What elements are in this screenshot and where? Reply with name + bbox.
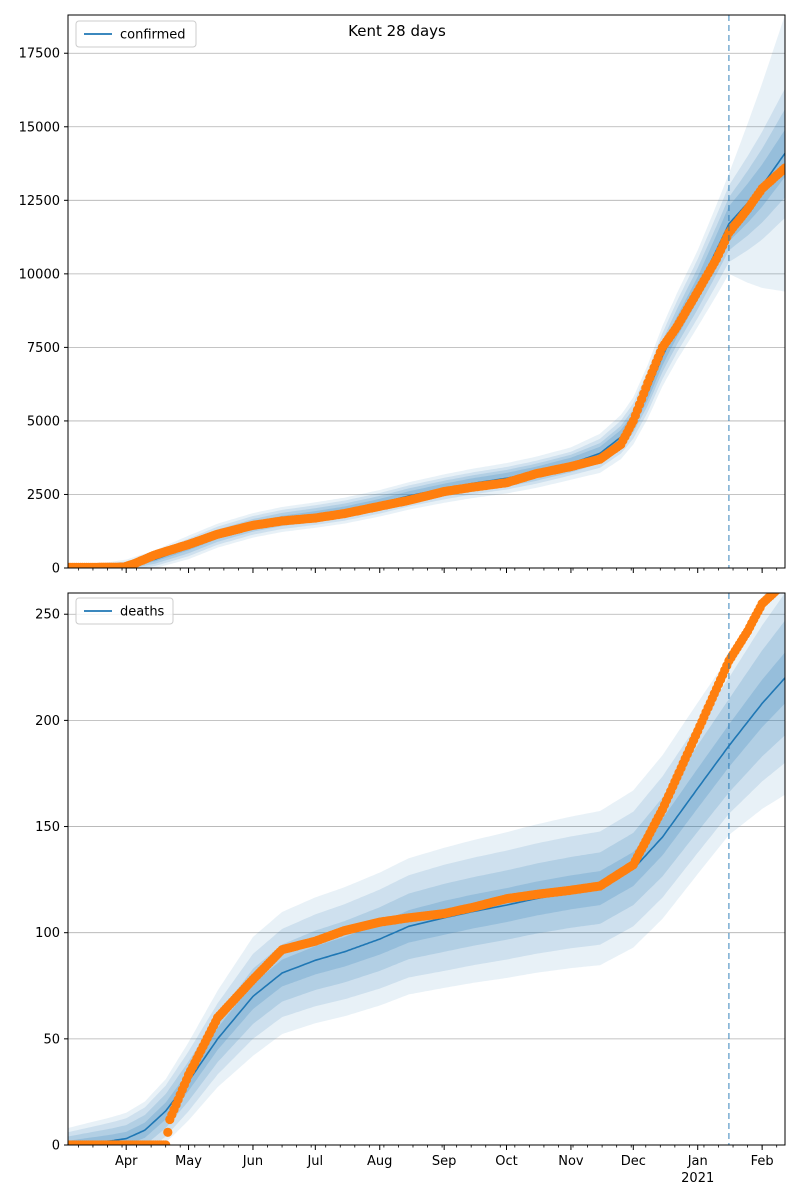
observed-point [774,584,783,593]
observed-point [776,582,785,591]
legend-label: confirmed [120,28,186,43]
band-middle [68,620,785,1145]
chart-title: Kent 28 days [348,22,446,40]
x-tick-label: Sep [432,1154,457,1169]
confirmed-observed-points [68,163,785,568]
observed-point [780,578,789,587]
confirmed-panel: 0 2500 5000 7500 10000 12500 15000 17500 confir… [19,14,786,577]
y-tick-label: 0 [52,1139,60,1154]
axes-frame [67,592,786,1146]
y-tick-label: 150 [35,820,60,835]
y-tick-label: 250 [35,608,60,623]
axes-frame [67,14,786,569]
y-tick-label: 50 [43,1032,60,1047]
deaths-panel: 0 50 100 150 200 250 Apr May Jun Jul Aug Sep Oct Nov D… [35,578,789,1186]
legend-box [75,20,197,48]
confirmed-uncertainty-bands [68,15,785,568]
x-tick-label: May [175,1154,202,1169]
observed-point [778,580,787,589]
x-tick-label: Nov [558,1154,584,1169]
deaths-legend: deaths [75,597,174,625]
y-tick-label: 17500 [19,47,60,62]
legend-box [75,597,174,625]
band-outermost [68,593,785,1145]
y-tick-label: 15000 [19,120,60,135]
y-tick-label: 5000 [27,414,60,429]
confirmed-axes: 0 2500 5000 7500 10000 12500 15000 17500 [19,14,786,577]
deaths-axes: 0 50 100 150 200 250 Apr May Jun Jul Aug Sep Oct Nov D… [35,592,786,1186]
band-outer [68,593,785,1145]
x-tick-label: Aug [367,1154,392,1169]
observed-point [770,593,780,597]
x-tick-label: 2021 [681,1171,714,1186]
x-tick-label: Dec [621,1154,646,1169]
observed-point [163,1127,173,1137]
x-tick-label: Apr [115,1154,138,1169]
x-tick-label: Feb [751,1154,774,1169]
y-tick-label: 0 [52,562,60,577]
deaths-uncertainty-bands [68,593,785,1145]
band-outermost [68,15,785,568]
y-tick-label: 200 [35,714,60,729]
observed-point [780,163,785,173]
observed-point [161,1140,171,1145]
y-tick-label: 7500 [27,341,60,356]
x-tick-label: Oct [495,1154,517,1169]
x-tick-label: Jul [306,1154,323,1169]
x-tick-label: Jun [242,1154,263,1169]
confirmed-legend: confirmed [75,20,197,48]
y-tick-label: 100 [35,926,60,941]
y-tick-label: 10000 [19,267,60,282]
legend-label: deaths [120,605,165,620]
deaths-observed-points [68,578,789,1145]
y-tick-label: 12500 [19,194,60,209]
y-tick-label: 2500 [27,488,60,503]
x-tick-label: Jan [687,1154,708,1169]
confirmed-gridlines [68,52,785,569]
